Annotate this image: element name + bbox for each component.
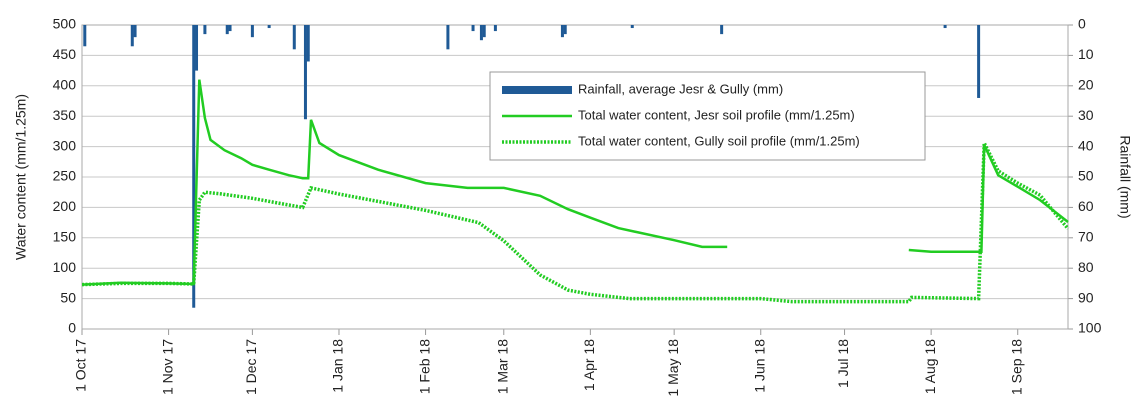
y2-tick-label: 0: [1078, 16, 1086, 32]
y-tick-label: 300: [53, 137, 77, 153]
rain-bar: [203, 25, 207, 35]
x-tick-label: 1 Dec 17: [243, 339, 259, 395]
y2-tick-label: 90: [1078, 289, 1094, 305]
y2-axis-label: Rainfall (mm): [1117, 135, 1133, 218]
y-axis-label: Water content (mm/1.25m): [13, 94, 29, 260]
rain-bar: [560, 25, 564, 38]
legend-label: Rainfall, average Jesr & Gully (mm): [578, 81, 783, 96]
rain-bar: [225, 25, 229, 35]
y-tick-label: 400: [53, 77, 77, 93]
y-tick-label: 200: [53, 198, 77, 214]
rain-bar: [479, 25, 483, 41]
y2-tick-label: 10: [1078, 46, 1094, 62]
legend: Rainfall, average Jesr & Gully (mm) Total…: [489, 71, 926, 161]
y-tick-label: 350: [53, 107, 77, 123]
x-tick-label: 1 Apr 18: [581, 339, 597, 391]
x-tick-label: 1 Jun 18: [751, 339, 767, 393]
rain-bar: [228, 25, 232, 32]
y2-tick-label: 60: [1078, 198, 1094, 214]
rain-bar: [720, 25, 724, 35]
x-tick-label: 1 Oct 17: [73, 339, 89, 392]
rain-bar: [446, 25, 450, 50]
rain-bar: [977, 25, 981, 98]
legend-label: Total water content, Jesr soil profile (…: [578, 107, 855, 122]
y2-tick-label: 40: [1078, 137, 1094, 153]
y-tick-label: 450: [53, 46, 77, 62]
plot-frame: [81, 24, 1069, 330]
rain-bar: [471, 25, 475, 32]
y-tick-label: 150: [53, 229, 77, 245]
rain-bar: [306, 25, 310, 62]
legend-swatch: [502, 86, 572, 94]
rain-bar: [303, 25, 307, 120]
rain-bar: [630, 25, 634, 29]
x-tick-label: 1 Aug 18: [922, 339, 938, 394]
rain-bar: [267, 25, 271, 29]
rain-bar: [292, 25, 296, 50]
x-tick-label: 1 Feb 18: [416, 339, 432, 394]
y-tick-label: 500: [53, 16, 77, 32]
y-tick-label: 100: [53, 259, 77, 275]
rain-bar: [195, 25, 199, 71]
rain-bar: [493, 25, 497, 32]
rain-bar: [192, 25, 196, 308]
x-tick-label: 1 Sep 18: [1008, 339, 1024, 395]
rain-bar: [83, 25, 87, 47]
y-tick-label: 50: [60, 289, 76, 305]
rain-bar: [563, 25, 567, 35]
x-tick-label: 1 Nov 17: [159, 339, 175, 395]
rain-bar: [943, 25, 947, 29]
rain-bar: [130, 25, 134, 47]
rain-bar: [133, 25, 137, 38]
legend-label: Total water content, Gully soil profile …: [578, 133, 860, 148]
x-tick-label: 1 May 18: [665, 339, 681, 397]
y2-tick-label: 20: [1078, 77, 1094, 93]
x-tick-label: 1 Mar 18: [494, 339, 510, 394]
y-tick-label: 250: [53, 168, 77, 184]
y2-tick-label: 30: [1078, 107, 1094, 123]
y-tick-label: 0: [68, 320, 76, 336]
rain-bar: [482, 25, 486, 38]
rain-bar: [250, 25, 254, 38]
y2-tick-label: 100: [1078, 320, 1102, 336]
x-tick-label: 1 Jan 18: [330, 339, 346, 393]
y2-tick-label: 50: [1078, 168, 1094, 184]
y2-tick-label: 80: [1078, 259, 1094, 275]
water-line: [81, 142, 1070, 304]
x-tick-label: 1 Jul 18: [835, 339, 851, 388]
y2-tick-label: 70: [1078, 229, 1094, 245]
